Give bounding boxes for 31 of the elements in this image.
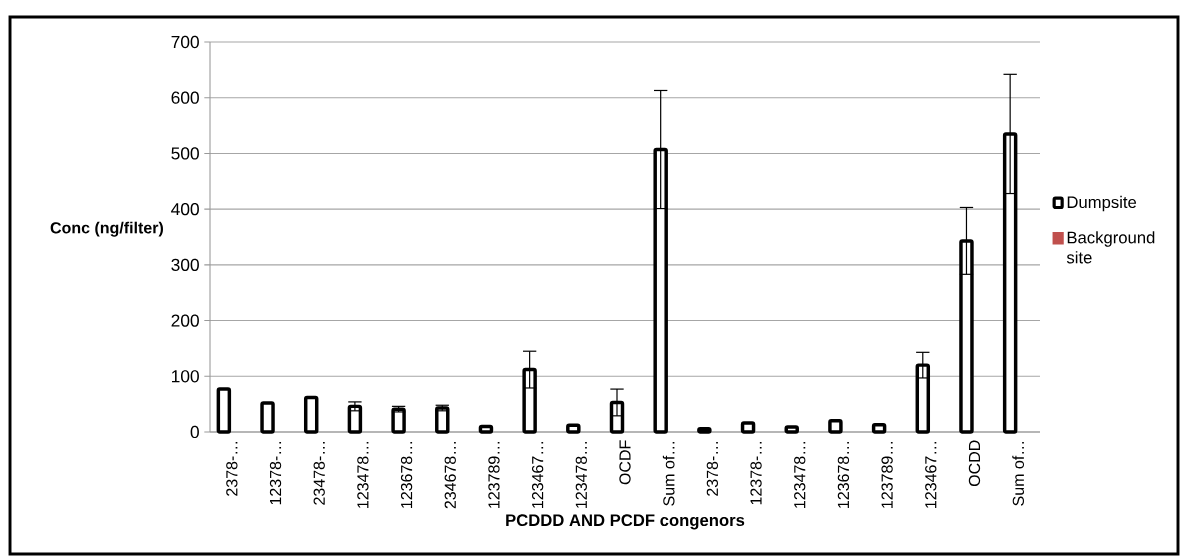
x-tick-label: 123478… [794, 441, 806, 508]
legend-label: Background site [1066, 231, 1155, 264]
x-tick-label: 2378-… [706, 441, 719, 496]
x-tick-label: 123467… [925, 441, 937, 508]
x-tick-label: 123478… [357, 441, 369, 508]
x-tick-label: OCDF [619, 440, 631, 485]
y-tick-label: 600 [171, 91, 199, 104]
x-tick-label: 123789… [488, 441, 500, 508]
y-tick-label: 300 [171, 258, 199, 271]
y-tick-label: 200 [171, 314, 199, 327]
x-tick-label: 234678… [444, 441, 456, 509]
x-tick-label: 2378-… [226, 441, 238, 496]
y-tick-label: 0 [190, 425, 199, 439]
y-tick-label: 100 [172, 370, 199, 383]
y-axis-title: Conc (ng/filter) [50, 221, 163, 237]
x-tick-label: 123678… [837, 441, 850, 508]
x-tick-label: 23478-… [313, 441, 325, 505]
x-tick-label: 12378-… [269, 441, 282, 505]
y-tick-label: 500 [171, 147, 199, 160]
x-axis-title: PCDDD AND PCDF congenors [506, 514, 745, 530]
x-tick-label: 123789… [881, 441, 893, 508]
y-tick-label: 400 [171, 203, 199, 216]
legend-label: Dumpsite [1067, 195, 1137, 212]
x-tick-label: 123678… [400, 441, 413, 508]
x-tick-label: Sum of… [662, 441, 675, 506]
x-tick-label: 123467… [531, 441, 544, 508]
x-tick-label: OCDD [968, 440, 981, 487]
x-tick-label: 12378-… [750, 441, 762, 505]
y-tick-label: 700 [171, 35, 199, 49]
x-tick-label: 123478… [575, 441, 587, 508]
x-tick-label: Sum of… [1012, 441, 1025, 506]
